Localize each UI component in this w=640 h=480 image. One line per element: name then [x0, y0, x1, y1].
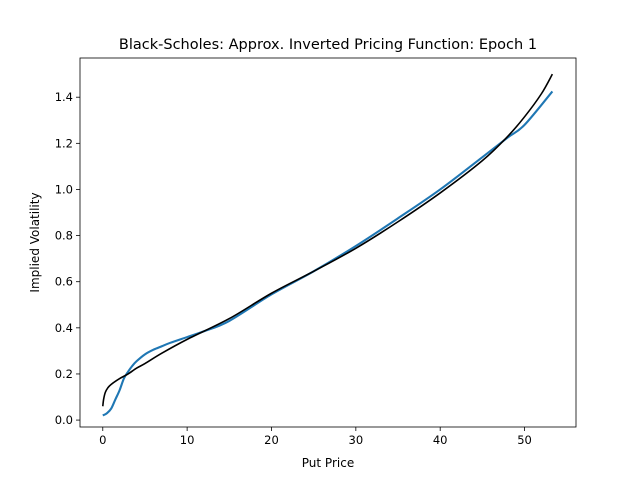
x-tick-label: 10	[180, 433, 195, 447]
series-line-0	[102, 90, 554, 417]
y-tick-label: 0.6	[55, 275, 73, 289]
series-layer	[101, 73, 554, 417]
x-tick-label: 0	[99, 433, 106, 447]
series-line-1	[101, 73, 554, 407]
chart-title: Black-Scholes: Approx. Inverted Pricing …	[119, 37, 537, 53]
y-tick-label: 1.2	[55, 136, 73, 150]
x-tick-label: 40	[433, 433, 448, 447]
y-tick-label: 1.4	[55, 90, 73, 104]
y-tick-label: 0.4	[55, 321, 73, 335]
y-tick-label: 0.8	[55, 229, 73, 243]
y-tick-label: 0.2	[55, 367, 73, 381]
y-tick-label: 1.0	[55, 182, 73, 196]
y-tick-label: 0.0	[55, 413, 73, 427]
y-axis-ticks: 0.0 0.2 0.4 0.6 0.8 1.0 1.2 1.4	[55, 90, 80, 427]
x-axis-label: Put Price	[302, 456, 354, 470]
plot-area	[80, 58, 576, 427]
axes-frame	[79, 57, 577, 428]
x-axis-ticks: 0 10 20 30 40 50	[99, 427, 532, 447]
y-axis-label: Implied Volatility	[28, 192, 42, 292]
x-tick-label: 50	[517, 433, 532, 447]
x-tick-label: 20	[264, 433, 279, 447]
x-tick-label: 30	[349, 433, 364, 447]
